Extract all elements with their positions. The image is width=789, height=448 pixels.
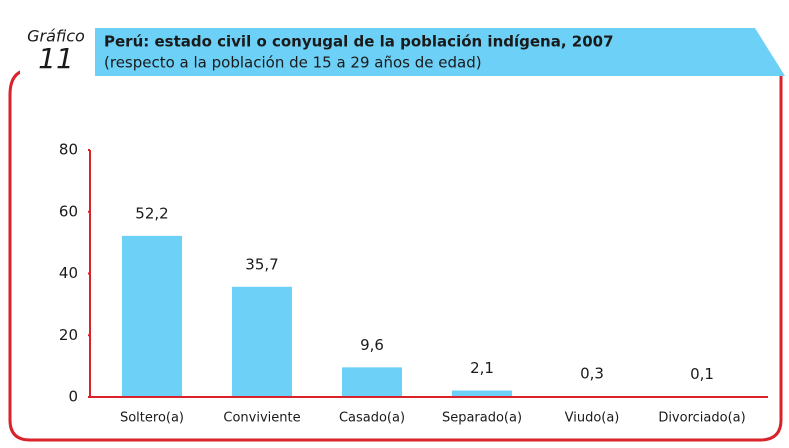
value-label: 9,6 (360, 336, 384, 354)
value-label: 0,1 (690, 365, 714, 383)
y-tick-label: 0 (68, 388, 78, 406)
chart-title: Perú: estado civil o conyugal de la pobl… (104, 33, 614, 51)
value-label: 2,1 (470, 359, 494, 377)
y-tick-label: 60 (59, 202, 78, 220)
y-tick-label: 40 (59, 264, 78, 282)
y-tick-label: 80 (59, 141, 78, 159)
bar (122, 235, 182, 397)
chart-label: Gráfico (27, 27, 85, 46)
frame (8, 68, 783, 442)
x-tick-label: Casado(a) (339, 411, 405, 426)
x-tick-label: Viudo(a) (565, 411, 620, 426)
bar (452, 390, 512, 397)
label-box (20, 20, 88, 80)
bar (232, 286, 292, 397)
chart-subtitle: (respecto a la población de 15 a 29 años… (104, 54, 482, 72)
value-label: 0,3 (580, 365, 604, 383)
value-label: 52,2 (135, 204, 168, 222)
bar (342, 367, 402, 397)
x-tick-label: Conviviente (223, 411, 300, 426)
chart-number: 11 (38, 42, 74, 75)
x-tick-label: Divorciado(a) (658, 411, 745, 426)
x-tick-label: Separado(a) (442, 411, 522, 426)
value-label: 35,7 (245, 255, 278, 273)
header-banner (95, 28, 785, 76)
x-tick-label: Soltero(a) (120, 411, 184, 426)
y-tick-label: 20 (59, 326, 78, 344)
